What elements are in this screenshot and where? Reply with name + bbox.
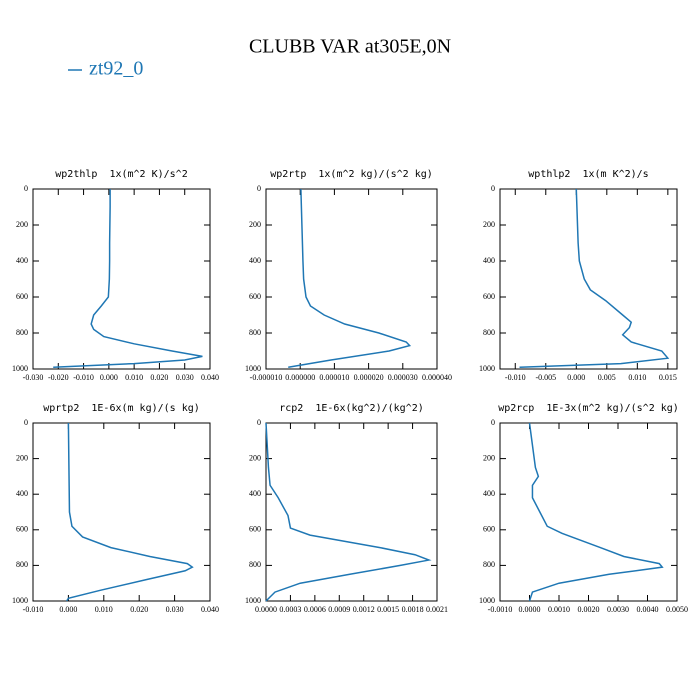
- y-tick-label: 200: [249, 220, 261, 229]
- x-tick-label: -0.010: [73, 373, 94, 382]
- y-tick-label: 600: [483, 525, 495, 534]
- y-tick-label: 200: [483, 220, 495, 229]
- y-tick-label: 200: [16, 220, 28, 229]
- profile-line: [288, 188, 412, 368]
- x-tick-label: 0.0000: [519, 605, 541, 614]
- x-tick-label: -0.010: [505, 373, 526, 382]
- figure-title: CLUBB VAR at305E,0N: [249, 36, 451, 58]
- x-tick-label: 0.000040: [422, 373, 452, 382]
- y-tick-label: 1000: [479, 364, 495, 373]
- x-tick-label: 0.0006: [304, 605, 326, 614]
- x-tick-label: 0.0003: [279, 605, 301, 614]
- x-tick-label: 0.000020: [354, 373, 384, 382]
- x-tick-label: 0.005: [598, 373, 616, 382]
- plot-frame: [32, 188, 211, 370]
- panel-title: wp2thlp 1x(m^2 K)/s^2: [55, 169, 187, 180]
- y-tick-label: 0: [257, 184, 261, 193]
- y-tick-label: 400: [249, 489, 261, 498]
- x-tick-label: 0.0020: [578, 605, 600, 614]
- y-tick-label: 800: [249, 328, 261, 337]
- x-tick-label: 0.0030: [607, 605, 629, 614]
- x-tick-label: 0.000: [59, 605, 77, 614]
- x-tick-label: 0.0040: [637, 605, 659, 614]
- y-tick-label: 0: [24, 418, 28, 427]
- y-tick-label: 800: [483, 328, 495, 337]
- profile-line: [519, 188, 670, 368]
- x-tick-label: 0.0010: [548, 605, 570, 614]
- y-tick-label: 1000: [245, 364, 261, 373]
- panel-title: wp2rcp 1E-3x(m^2 kg)/(s^2 kg): [498, 403, 679, 414]
- y-tick-label: 0: [491, 418, 495, 427]
- y-tick-label: 200: [16, 453, 28, 462]
- y-tick-label: 1000: [12, 596, 28, 605]
- y-tick-label: 1000: [245, 596, 261, 605]
- x-tick-label: -0.005: [535, 373, 556, 382]
- plot-frame: [265, 422, 438, 602]
- y-tick-label: 1000: [12, 364, 28, 373]
- x-tick-label: 0.0018: [402, 605, 424, 614]
- y-tick-label: 600: [483, 292, 495, 301]
- panel-title: rcp2 1E-6x(kg^2)/(kg^2): [279, 403, 424, 414]
- x-tick-label: 0.0009: [328, 605, 350, 614]
- legend-label: zt92_0: [89, 58, 143, 80]
- x-tick-label: 0.0012: [353, 605, 375, 614]
- panel-title: wprtp2 1E-6x(m kg)/(s kg): [43, 403, 200, 414]
- x-tick-label: 0.000030: [388, 373, 418, 382]
- y-tick-label: 400: [16, 489, 28, 498]
- x-tick-label: 0.040: [201, 605, 219, 614]
- x-tick-label: 0.040: [201, 373, 219, 382]
- x-tick-label: -0.030: [23, 373, 44, 382]
- y-tick-label: 400: [483, 256, 495, 265]
- x-tick-label: -0.020: [48, 373, 69, 382]
- panel-title: wp2rtp 1x(m^2 kg)/(s^2 kg): [270, 169, 433, 180]
- plot-frame: [499, 188, 678, 370]
- profile-line: [528, 422, 664, 602]
- profile-line: [66, 422, 194, 602]
- x-tick-label: 0.0000: [255, 605, 277, 614]
- plot-frame: [265, 188, 438, 370]
- y-tick-label: 400: [249, 256, 261, 265]
- y-tick-label: 800: [16, 328, 28, 337]
- x-tick-label: 0.030: [176, 373, 194, 382]
- x-tick-label: -0.0010: [488, 605, 513, 614]
- x-tick-label: -0.000010: [250, 373, 283, 382]
- x-tick-label: 0.010: [628, 373, 646, 382]
- y-tick-label: 800: [16, 560, 28, 569]
- y-tick-label: 0: [257, 418, 261, 427]
- x-tick-label: 0.000: [100, 373, 118, 382]
- x-tick-label: 0.000000: [285, 373, 315, 382]
- y-tick-label: 1000: [479, 596, 495, 605]
- plot-frame: [32, 422, 211, 602]
- y-tick-label: 400: [483, 489, 495, 498]
- y-tick-label: 0: [491, 184, 495, 193]
- x-tick-label: 0.010: [125, 373, 143, 382]
- y-tick-label: 200: [249, 453, 261, 462]
- x-tick-label: -0.010: [23, 605, 44, 614]
- panel-title: wpthlp2 1x(m K^2)/s: [528, 169, 648, 180]
- x-tick-label: 0.000010: [319, 373, 349, 382]
- x-tick-label: 0.000: [567, 373, 585, 382]
- y-tick-label: 800: [249, 560, 261, 569]
- x-tick-label: 0.0015: [377, 605, 399, 614]
- x-tick-label: 0.0021: [426, 605, 448, 614]
- x-tick-label: 0.030: [166, 605, 184, 614]
- x-tick-label: 0.0050: [666, 605, 688, 614]
- y-tick-label: 200: [483, 453, 495, 462]
- x-tick-label: 0.020: [130, 605, 148, 614]
- y-tick-label: 400: [16, 256, 28, 265]
- profile-line: [265, 422, 432, 602]
- x-tick-label: 0.010: [95, 605, 113, 614]
- y-tick-label: 0: [24, 184, 28, 193]
- y-tick-label: 600: [249, 292, 261, 301]
- y-tick-label: 600: [16, 525, 28, 534]
- plot-frame: [499, 422, 678, 602]
- y-tick-label: 600: [249, 525, 261, 534]
- y-tick-label: 600: [16, 292, 28, 301]
- x-tick-label: 0.015: [659, 373, 677, 382]
- y-tick-label: 800: [483, 560, 495, 569]
- x-tick-label: 0.020: [150, 373, 168, 382]
- profile-line: [53, 189, 203, 368]
